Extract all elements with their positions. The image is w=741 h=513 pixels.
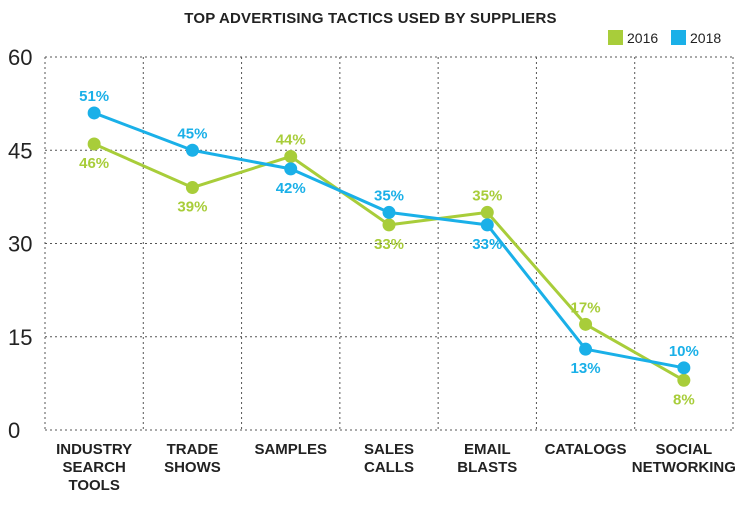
legend-swatch-2016 xyxy=(608,30,623,45)
data-label-2018: 51% xyxy=(79,88,109,105)
data-point-2018 xyxy=(579,342,593,356)
x-tick-label: INDUSTRY SEARCH TOOLS xyxy=(56,441,132,494)
data-point-2016 xyxy=(185,181,199,195)
data-point-2016 xyxy=(87,137,101,151)
data-point-2018 xyxy=(87,106,101,120)
data-label-2018: 10% xyxy=(669,343,699,360)
data-label-2016: 17% xyxy=(571,299,601,316)
data-point-2016 xyxy=(579,317,593,331)
data-point-2016 xyxy=(284,149,298,163)
data-point-2018 xyxy=(284,162,298,176)
data-label-2016: 46% xyxy=(79,155,109,172)
data-point-2016 xyxy=(382,218,396,232)
legend-swatch-2018 xyxy=(671,30,686,45)
y-tick-label: 45 xyxy=(8,138,32,163)
legend-label-2018: 2018 xyxy=(690,30,721,46)
chart-title: TOP ADVERTISING TACTICS USED BY SUPPLIER… xyxy=(184,10,557,27)
series-line-2016 xyxy=(93,142,685,382)
x-tick-label: SAMPLES xyxy=(254,441,327,458)
data-label-2016: 44% xyxy=(276,131,306,148)
data-label-2016: 8% xyxy=(673,391,695,408)
data-label-2016: 33% xyxy=(374,236,404,253)
data-label-2018: 35% xyxy=(374,187,404,204)
y-tick-label: 15 xyxy=(8,325,32,350)
y-tick-label: 30 xyxy=(8,232,32,257)
data-point-2018 xyxy=(185,143,199,157)
data-label-2018: 42% xyxy=(276,180,306,197)
data-point-2016 xyxy=(480,205,494,219)
data-label-2018: 33% xyxy=(472,236,502,253)
data-point-2018 xyxy=(677,361,691,375)
y-tick-label: 60 xyxy=(8,45,32,70)
y-tick-label: 0 xyxy=(8,418,20,443)
data-point-2018 xyxy=(480,218,494,232)
x-tick-label: TRADE SHOWS xyxy=(164,441,221,476)
x-tick-label: CATALOGS xyxy=(545,441,627,458)
data-label-2018: 45% xyxy=(177,125,207,142)
data-label-2018: 13% xyxy=(571,360,601,377)
data-point-2016 xyxy=(677,373,691,387)
x-tick-label: EMAIL BLASTS xyxy=(457,441,517,476)
data-label-2016: 39% xyxy=(177,199,207,216)
x-tick-label: SOCIAL NETWORKING xyxy=(632,441,736,476)
data-point-2018 xyxy=(382,205,396,219)
legend-label-2016: 2016 xyxy=(627,30,658,46)
x-tick-label: SALES CALLS xyxy=(364,441,414,476)
data-label-2016: 35% xyxy=(472,187,502,204)
